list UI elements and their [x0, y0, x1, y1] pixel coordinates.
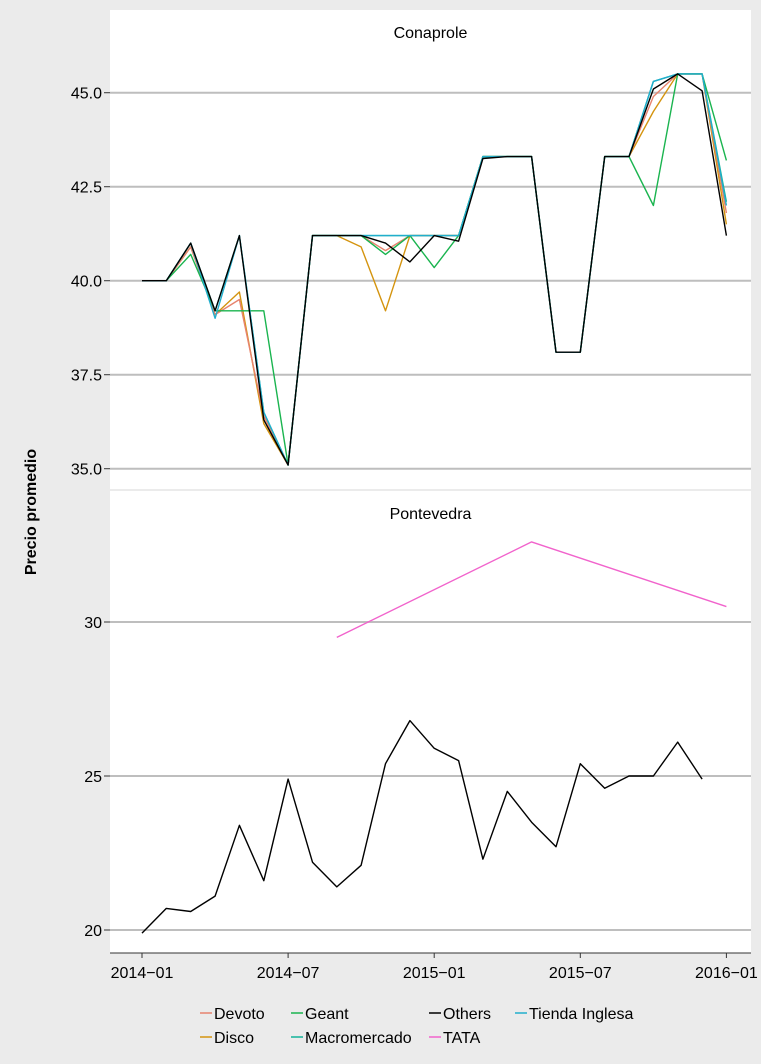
legend-item-tata: TATA: [429, 1030, 481, 1047]
series-line-tata: [336, 541, 727, 639]
x-axis: 2014−01 2014−07 2015−01 2015−07 2016−01: [110, 952, 758, 982]
legend-label: Geant: [305, 1006, 349, 1023]
legend-label: Tienda Inglesa: [529, 1006, 633, 1023]
panel-conaprole: Conaprole 35.0 37.5 40.0 42.5 45.0: [71, 10, 751, 489]
legend-item-devoto: Devoto: [200, 1006, 265, 1023]
legend-label: Macromercado: [305, 1030, 412, 1047]
panel-pontevedra: Pontevedra 20 25 30: [84, 491, 751, 953]
x-tick-label: 2015−07: [549, 965, 612, 982]
x-tick-label: 2015−01: [403, 965, 466, 982]
y-tick-label: 25: [84, 769, 102, 786]
panels: Conaprole 35.0 37.5 40.0 42.5 45.0 Pontevedra 2…: [71, 10, 751, 953]
legend: Devoto Geant Others Tienda Inglesa Disco Macr…: [200, 1006, 633, 1047]
legend-item-geant: Geant: [291, 1006, 349, 1023]
legend-label: Devoto: [214, 1006, 265, 1023]
legend-item-disco: Disco: [200, 1030, 254, 1047]
x-tick-label: 2014−07: [257, 965, 320, 982]
series-line-others: [142, 73, 728, 466]
y-tick-label: 42.5: [71, 180, 102, 197]
legend-label: Others: [443, 1006, 491, 1023]
legend-label: TATA: [443, 1030, 481, 1047]
panel-title: Pontevedra: [390, 506, 472, 523]
x-tick-label: 2016−01: [695, 965, 758, 982]
y-tick-label: 45.0: [71, 86, 102, 103]
y-tick-label: 37.5: [71, 368, 102, 385]
y-axis-label: Precio promedio: [23, 449, 40, 575]
panel-title: Conaprole: [394, 25, 468, 42]
legend-label: Disco: [214, 1030, 254, 1047]
y-tick-label: 40.0: [71, 274, 102, 291]
legend-item-others: Others: [429, 1006, 491, 1023]
panel-background: [110, 10, 751, 489]
x-tick-label: 2014−01: [111, 965, 174, 982]
legend-item-macromercado: Macromercado: [291, 1030, 412, 1047]
panel-background: [110, 491, 751, 953]
y-tick-label: 35.0: [71, 462, 102, 479]
series-line-others: [141, 719, 703, 934]
legend-item-tienda-inglesa: Tienda Inglesa: [515, 1006, 633, 1023]
y-tick-label: 20: [84, 923, 102, 940]
y-tick-label: 30: [84, 615, 102, 632]
